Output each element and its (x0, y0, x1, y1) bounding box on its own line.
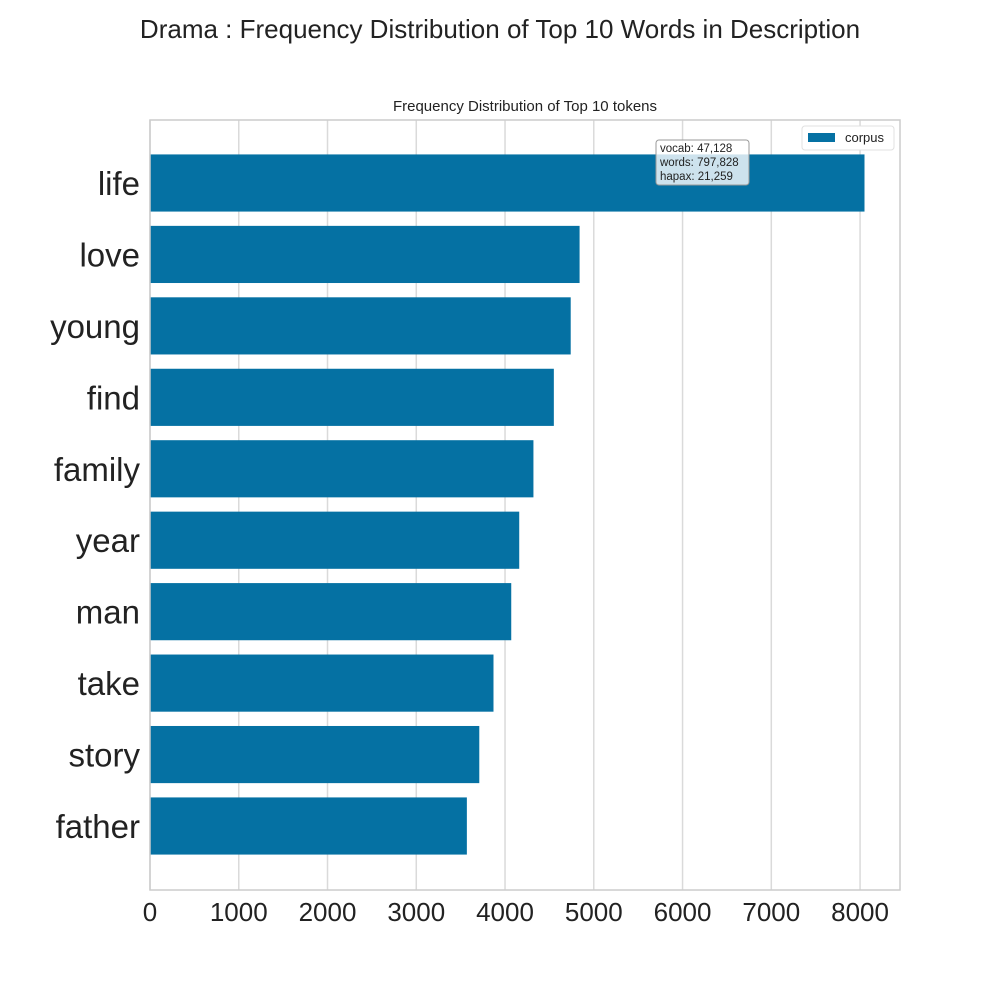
bar-young (150, 297, 571, 355)
bar-family (150, 440, 534, 498)
x-tick-labels: 0 1000 2000 3000 4000 5000 6000 7000 8000 (143, 897, 889, 927)
bars (150, 154, 865, 855)
x-tick-label: 6000 (654, 897, 712, 927)
y-tick-labels: life love young find family year man take story f… (50, 165, 140, 845)
legend-box (801, 125, 895, 151)
stats-vocab: vocab: 47,128 (660, 143, 732, 155)
bar-man (150, 583, 512, 641)
bar-story (150, 725, 480, 784)
x-tick-label: 5000 (565, 897, 623, 927)
stats-box-background (655, 139, 750, 186)
bar-find (150, 368, 554, 426)
y-tick-label: take (78, 665, 140, 702)
y-tick-label: young (50, 308, 140, 345)
bar-life (150, 154, 865, 212)
x-tick-label: 0 (143, 897, 157, 927)
x-tick-label: 2000 (299, 897, 357, 927)
bar-take (150, 654, 494, 712)
x-tick-label: 4000 (476, 897, 534, 927)
figure-title: Drama : Frequency Distribution of Top 10… (139, 14, 861, 44)
x-tick-label: 3000 (387, 897, 445, 927)
stats-hapax: hapax: 21,259 (660, 171, 733, 183)
y-tick-label: year (76, 522, 140, 559)
y-tick-label: father (56, 808, 140, 845)
axes-title: Frequency Distribution of Top 10 tokens (393, 98, 657, 115)
legend-swatch (808, 133, 835, 142)
bar-father (150, 797, 467, 855)
y-tick-label: story (68, 737, 140, 774)
y-tick-label: find (87, 379, 140, 416)
y-tick-label: family (54, 451, 141, 488)
y-tick-label: life (98, 165, 140, 202)
legend: corpus (801, 125, 895, 151)
stats-words: words: 797,828 (659, 157, 739, 169)
stats-annotation: vocab: 47,128 words: 797,828 hapax: 21,2… (655, 139, 750, 186)
x-tick-label: 8000 (831, 897, 889, 927)
plot-frame (149, 119, 901, 891)
x-tick-label: 7000 (742, 897, 800, 927)
y-tick-label: love (79, 236, 140, 273)
legend-label: corpus (845, 130, 885, 145)
y-tick-label: man (76, 594, 140, 631)
bar-year (150, 511, 520, 569)
bar-love (150, 225, 580, 284)
x-tick-label: 1000 (210, 897, 268, 927)
